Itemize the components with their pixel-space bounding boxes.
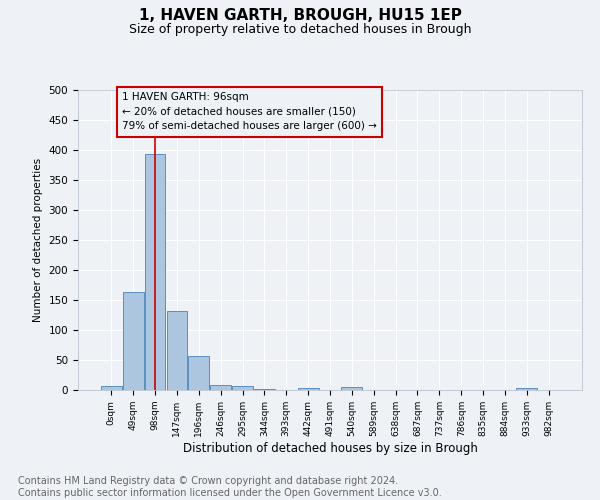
Bar [232, 386, 253, 390]
Bar [517, 388, 537, 390]
Bar [341, 387, 362, 390]
Bar [298, 388, 319, 390]
Text: 1, HAVEN GARTH, BROUGH, HU15 1EP: 1, HAVEN GARTH, BROUGH, HU15 1EP [139, 8, 461, 22]
Text: Size of property relative to detached houses in Brough: Size of property relative to detached ho… [129, 22, 471, 36]
Y-axis label: Number of detached properties: Number of detached properties [33, 158, 43, 322]
Bar [101, 386, 122, 390]
X-axis label: Distribution of detached houses by size in Brough: Distribution of detached houses by size … [182, 442, 478, 454]
Bar [210, 385, 231, 390]
Bar [167, 312, 187, 390]
Bar [145, 154, 166, 390]
Bar [254, 389, 275, 390]
Text: 1 HAVEN GARTH: 96sqm
← 20% of detached houses are smaller (150)
79% of semi-deta: 1 HAVEN GARTH: 96sqm ← 20% of detached h… [122, 92, 377, 132]
Text: Contains HM Land Registry data © Crown copyright and database right 2024.
Contai: Contains HM Land Registry data © Crown c… [18, 476, 442, 498]
Bar [188, 356, 209, 390]
Bar [123, 292, 143, 390]
